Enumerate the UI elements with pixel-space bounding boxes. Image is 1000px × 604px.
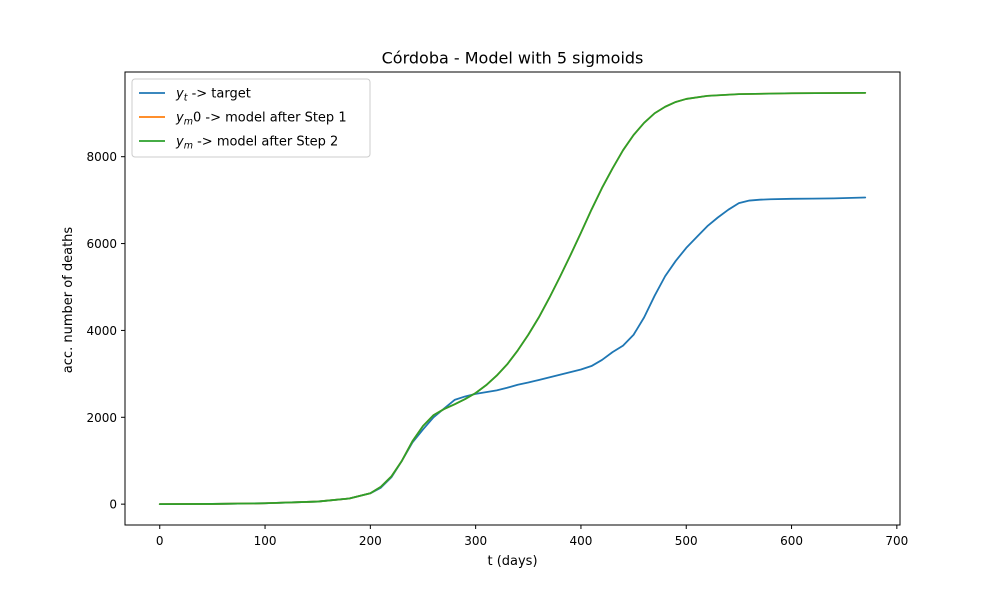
y-tick-label: 0 [109, 498, 117, 512]
y-tick-label: 8000 [86, 150, 117, 164]
y-tick-label: 4000 [86, 324, 117, 338]
x-tick-label: 100 [254, 534, 277, 548]
x-tick-label: 300 [464, 534, 487, 548]
legend-entry-1: yt -> target [175, 87, 251, 104]
series-line-3 [158, 91, 867, 506]
x-tick-label: 200 [359, 534, 382, 548]
legend-box [131, 78, 371, 158]
chart-title: Córdoba - Model with 5 sigmoids [382, 49, 644, 68]
x-axis-ticks: 0 100 200 300 400 500 600 700 [156, 525, 908, 548]
legend: yt -> target ym0 -> model after Step 1 ym … [131, 78, 371, 158]
legend-entry-2: ym0 -> model after Step 1 [175, 111, 347, 128]
x-tick-label: 600 [780, 534, 803, 548]
x-tick-label: 500 [675, 534, 698, 548]
y-axis-label: acc. number of deaths [61, 227, 76, 374]
axes-frame [124, 71, 901, 526]
plot-area [124, 71, 901, 526]
y-tick-label: 6000 [86, 237, 117, 251]
legend-entry-3: ym -> model after Step 2 [175, 135, 338, 152]
x-tick-label: 400 [569, 534, 592, 548]
y-tick-label: 2000 [86, 411, 117, 425]
y-axis-ticks: 0 2000 4000 6000 8000 [86, 150, 125, 512]
x-tick-label: 0 [156, 534, 164, 548]
x-tick-label: 700 [885, 534, 908, 548]
x-axis-label: t (days) [487, 554, 537, 569]
